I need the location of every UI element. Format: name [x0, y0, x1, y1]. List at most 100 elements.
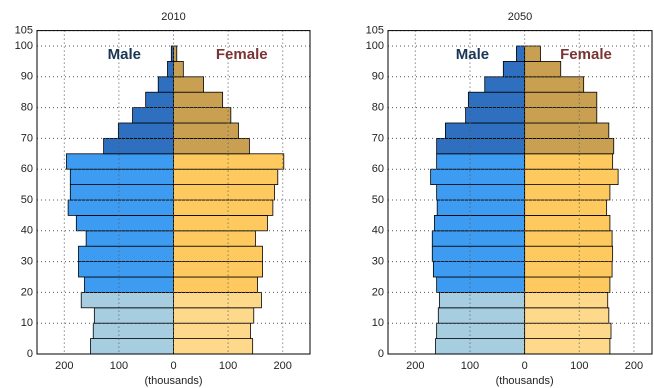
y-tick-label: 30 — [21, 256, 33, 268]
bar — [157, 76, 174, 93]
bar — [173, 199, 274, 216]
y-tick-label: 60 — [372, 163, 384, 175]
bar — [432, 261, 526, 278]
bar — [173, 153, 285, 170]
bar — [173, 107, 232, 124]
y-tick-label: 80 — [372, 102, 384, 114]
y-tick-label: 40 — [372, 225, 384, 237]
bar — [524, 276, 611, 293]
bar — [436, 137, 526, 155]
bar — [524, 184, 611, 201]
bar — [173, 168, 279, 185]
bar — [524, 291, 609, 309]
y-tick-label: 105 — [15, 25, 33, 37]
bar — [173, 338, 254, 355]
bar — [484, 76, 526, 93]
y-tick-label: 40 — [21, 225, 33, 237]
bar — [524, 245, 614, 262]
y-tick-label: 70 — [21, 132, 33, 144]
bar — [80, 291, 174, 309]
x-tick-label: 100 — [570, 360, 588, 372]
y-tick-label: 105 — [366, 25, 384, 37]
y-tick-label: 10 — [372, 317, 384, 329]
y-tick-label: 0 — [378, 348, 384, 360]
x-tick-label: 200 — [55, 360, 73, 372]
bar — [431, 230, 526, 247]
bar — [173, 45, 178, 62]
bar — [524, 261, 613, 278]
bar — [132, 107, 174, 124]
bar — [78, 261, 174, 278]
y-tick-label: 20 — [372, 286, 384, 298]
x-tick-label: 100 — [219, 360, 237, 372]
bar — [436, 199, 526, 216]
plot-frame — [387, 30, 653, 355]
bar — [524, 137, 615, 155]
bar — [69, 168, 174, 185]
y-tick-label: 50 — [372, 194, 384, 206]
bar — [524, 61, 562, 78]
y-tick-label: 100 — [366, 40, 384, 52]
bar — [436, 184, 526, 201]
bar — [173, 245, 263, 262]
bar — [167, 61, 174, 78]
x-tick-label: 200 — [274, 360, 292, 372]
series-label: Female — [216, 46, 268, 63]
bar — [524, 168, 619, 185]
bar — [524, 91, 598, 108]
bar — [173, 276, 258, 293]
bar — [117, 122, 174, 139]
bar — [173, 76, 204, 93]
bar — [524, 122, 610, 139]
y-tick-label: 0 — [27, 348, 33, 360]
bar — [430, 168, 526, 185]
bar — [173, 261, 263, 278]
bar — [524, 76, 585, 93]
bar — [69, 184, 174, 201]
bar — [435, 338, 526, 355]
bar — [173, 214, 268, 232]
bar — [92, 322, 174, 340]
bar — [66, 153, 174, 170]
y-tick-label: 90 — [372, 71, 384, 83]
y-tick-label: 80 — [21, 102, 33, 114]
bar — [173, 61, 184, 78]
bar — [524, 338, 611, 355]
x-tick-label: 200 — [625, 360, 643, 372]
x-tick-label: 0 — [170, 360, 176, 372]
chart-title: 2050 — [508, 11, 532, 23]
chart-title: 2010 — [161, 11, 185, 23]
bar — [524, 322, 612, 340]
bar — [444, 122, 526, 139]
bar — [524, 307, 610, 324]
y-tick-label: 70 — [372, 132, 384, 144]
series-label: Male — [108, 46, 141, 63]
bar — [173, 122, 239, 139]
bar — [434, 214, 526, 232]
bar — [173, 307, 255, 324]
series-label: Male — [456, 46, 489, 63]
bar — [173, 137, 250, 155]
bar — [93, 307, 174, 324]
bar — [173, 91, 224, 108]
x-tick-label: 100 — [461, 360, 479, 372]
bar — [516, 45, 526, 62]
bar — [436, 276, 526, 293]
bar — [67, 199, 174, 216]
bar — [524, 214, 611, 232]
bar — [78, 245, 174, 262]
bar — [467, 91, 526, 108]
y-tick-label: 10 — [21, 317, 33, 329]
bar — [145, 91, 174, 108]
bar — [173, 291, 262, 309]
y-tick-label: 20 — [21, 286, 33, 298]
bar — [524, 153, 614, 170]
y-tick-label: 90 — [21, 71, 33, 83]
bar — [465, 107, 526, 124]
y-tick-label: 50 — [21, 194, 33, 206]
x-tick-label: 200 — [406, 360, 424, 372]
bar — [75, 214, 174, 232]
bar — [90, 338, 174, 355]
bar — [502, 61, 526, 78]
